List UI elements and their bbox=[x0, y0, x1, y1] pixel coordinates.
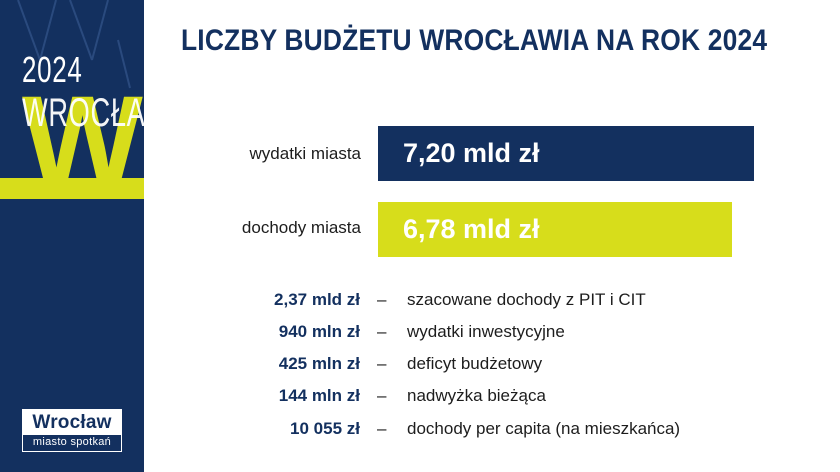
lime-stripe bbox=[0, 178, 144, 199]
bar-value-income: 6,78 mld zł bbox=[403, 214, 540, 244]
bar-expenses bbox=[378, 126, 754, 181]
fact-row: 144 mln zł – nadwyżka bieżąca bbox=[0, 381, 840, 411]
fact-amount: 144 mln zł bbox=[278, 386, 360, 405]
fact-amount: 940 mln zł bbox=[278, 322, 360, 341]
bar-income bbox=[378, 202, 732, 257]
side-panel: W 2024 WROCŁAW Wrocław miasto spotkań bbox=[0, 0, 144, 472]
bar-label-income: dochody miasta bbox=[241, 218, 361, 237]
fact-row: 425 mln zł – deficyt budżetowy bbox=[0, 349, 840, 379]
side-city: WROCŁAW bbox=[22, 91, 144, 135]
fact-description: deficyt budżetowy bbox=[407, 354, 543, 373]
fact-row: 2,37 mld zł – szacowane dochody z PIT i … bbox=[0, 285, 840, 315]
fact-amount: 2,37 mld zł bbox=[274, 290, 360, 309]
decorative-lines bbox=[17, 0, 131, 89]
decorative-line bbox=[69, 0, 93, 61]
fact-description: szacowane dochody z PIT i CIT bbox=[407, 290, 646, 309]
fact-dash: – bbox=[377, 419, 387, 438]
page-title: LICZBY BUDŻETU WROCŁAWIA NA ROK 2024 bbox=[181, 24, 768, 57]
fact-dash: – bbox=[377, 290, 387, 309]
fact-row: 10 055 zł – dochody per capita (na miesz… bbox=[0, 414, 840, 444]
wroclaw-logo: Wrocław miasto spotkań bbox=[22, 409, 122, 452]
logo-name: Wrocław bbox=[23, 410, 121, 435]
decorative-line bbox=[91, 0, 109, 61]
decorative-line bbox=[117, 39, 131, 89]
bar-label-expenses: wydatki miasta bbox=[249, 144, 361, 163]
fact-dash: – bbox=[377, 354, 387, 373]
decorative-line bbox=[17, 0, 41, 61]
fact-description: nadwyżka bieżąca bbox=[407, 386, 546, 405]
logo-tagline: miasto spotkań bbox=[32, 436, 112, 448]
decorative-line bbox=[39, 0, 57, 61]
fact-dash: – bbox=[377, 386, 387, 405]
fact-description: dochody per capita (na mieszkańca) bbox=[407, 419, 681, 438]
fact-dash: – bbox=[377, 322, 387, 341]
fact-amount: 10 055 zł bbox=[290, 419, 360, 438]
side-year: 2024 bbox=[22, 49, 83, 90]
fact-amount: 425 mln zł bbox=[278, 354, 360, 373]
bar-value-expenses: 7,20 mld zł bbox=[403, 138, 540, 168]
fact-row: 940 mln zł – wydatki inwestycyjne bbox=[0, 317, 840, 347]
fact-description: wydatki inwestycyjne bbox=[407, 322, 565, 341]
